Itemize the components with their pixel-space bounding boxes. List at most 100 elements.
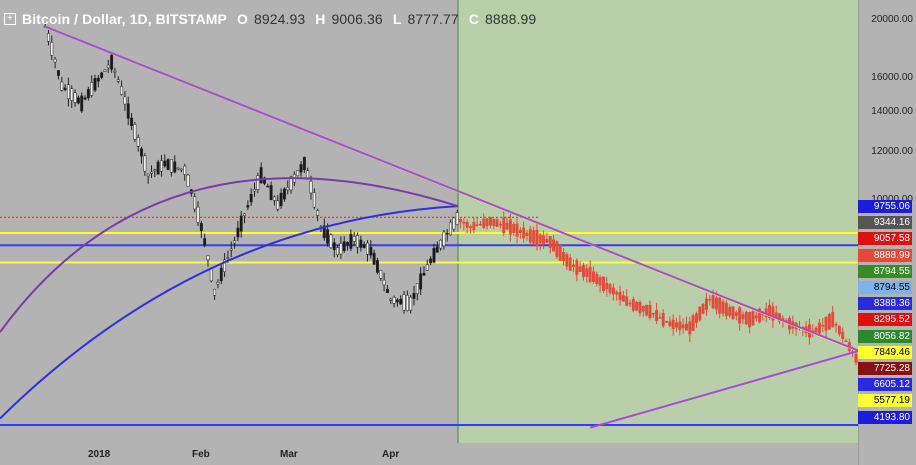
candle-body (136, 137, 140, 147)
candle-body (827, 314, 831, 330)
candle-body (156, 161, 160, 175)
candle-body (555, 241, 559, 257)
candle-body (558, 244, 562, 261)
candle-body (512, 224, 516, 233)
candle-body (718, 297, 722, 314)
candle-body (56, 70, 60, 76)
candle-body (671, 319, 675, 330)
time-axis[interactable]: 2018 Feb Mar Apr (0, 443, 858, 465)
candle-body (83, 97, 87, 100)
candle-body (100, 72, 104, 78)
candle-body (66, 84, 70, 100)
candle-body (601, 276, 605, 292)
candle-body (515, 223, 519, 237)
candle-body (631, 299, 635, 311)
candle-body (701, 303, 705, 314)
candle-body (439, 239, 443, 249)
price-label: 8295.52 (858, 313, 912, 327)
candle-body (748, 311, 752, 328)
candle-body (312, 192, 316, 208)
candle-body (399, 298, 403, 305)
candle-body (359, 239, 363, 248)
chart-header: + Bitcoin / Dollar, 1D, BITSTAMP O 8924.9… (4, 11, 536, 27)
candle-body (578, 266, 582, 272)
collapse-icon[interactable]: + (4, 13, 16, 25)
candle-body (169, 159, 173, 173)
candle-body (382, 279, 386, 286)
y-tick-label: 10000.00 (871, 194, 913, 205)
candle-body (592, 271, 595, 282)
candle-body (223, 259, 227, 273)
candle-body (572, 264, 575, 268)
candle-body (140, 148, 143, 157)
candle-body (133, 124, 137, 140)
candle-body (505, 222, 509, 230)
candle-body (688, 321, 692, 335)
candle-body (326, 229, 330, 244)
candle-body (176, 167, 180, 170)
candle-body (479, 223, 482, 226)
candle-body (309, 181, 313, 194)
candle-body (754, 315, 758, 319)
purple-downtrend-line (44, 25, 860, 353)
candle-body (452, 217, 456, 230)
candle-body (834, 323, 838, 326)
candle-body (173, 161, 177, 173)
candle-body (844, 340, 848, 342)
candle-body (259, 167, 263, 183)
candle-body (625, 296, 629, 306)
candle-body (685, 323, 688, 331)
candle-body (73, 92, 77, 103)
candle-body (163, 160, 167, 167)
candle-body (113, 70, 117, 73)
candle-body (605, 282, 609, 290)
candle-body (635, 301, 639, 311)
candle-body (179, 168, 183, 171)
price-label: 8794.55 (858, 264, 912, 278)
candle-body (738, 307, 742, 324)
candle-body (130, 117, 134, 127)
candle-body (70, 88, 74, 101)
candle-body (376, 260, 379, 273)
candle-body (502, 217, 506, 233)
y-tick-label: 20000.00 (871, 14, 913, 25)
price-label: 8794.55 (858, 281, 912, 294)
candle-body (166, 159, 170, 171)
candle-body (90, 82, 94, 96)
candle-body (675, 322, 678, 328)
x-tick-mar: Mar (280, 449, 298, 460)
candle-body (695, 313, 698, 323)
candle-body (469, 226, 472, 228)
candle-body (206, 255, 210, 261)
candle-body (638, 302, 642, 313)
candle-body (445, 232, 449, 235)
candle-body (392, 297, 396, 304)
candle-body (678, 321, 682, 330)
candle-body (728, 307, 732, 316)
high-value: 9006.36 (331, 11, 383, 27)
candle-body (628, 302, 632, 305)
candle-body (758, 308, 762, 323)
candle-body (817, 322, 821, 334)
candle-body (53, 58, 57, 63)
candle-body (279, 192, 283, 207)
candle-body (598, 277, 602, 286)
candle-body (186, 174, 190, 187)
candle-body (482, 218, 486, 228)
price-label: 4193.80 (858, 410, 912, 424)
candle-body (485, 218, 489, 227)
price-label: 7725.28 (858, 362, 912, 375)
candle-body (532, 230, 536, 244)
candle-body (199, 223, 203, 232)
candle-body (402, 294, 406, 311)
candle-body (714, 297, 718, 310)
candle-body (412, 293, 416, 299)
close-label: C (468, 11, 480, 27)
candle-body (492, 218, 496, 226)
price-label: 8388.36 (858, 297, 912, 311)
candle-body (160, 160, 163, 172)
candle-body (243, 213, 246, 216)
candle-body (366, 242, 369, 255)
candle-body (246, 205, 250, 208)
